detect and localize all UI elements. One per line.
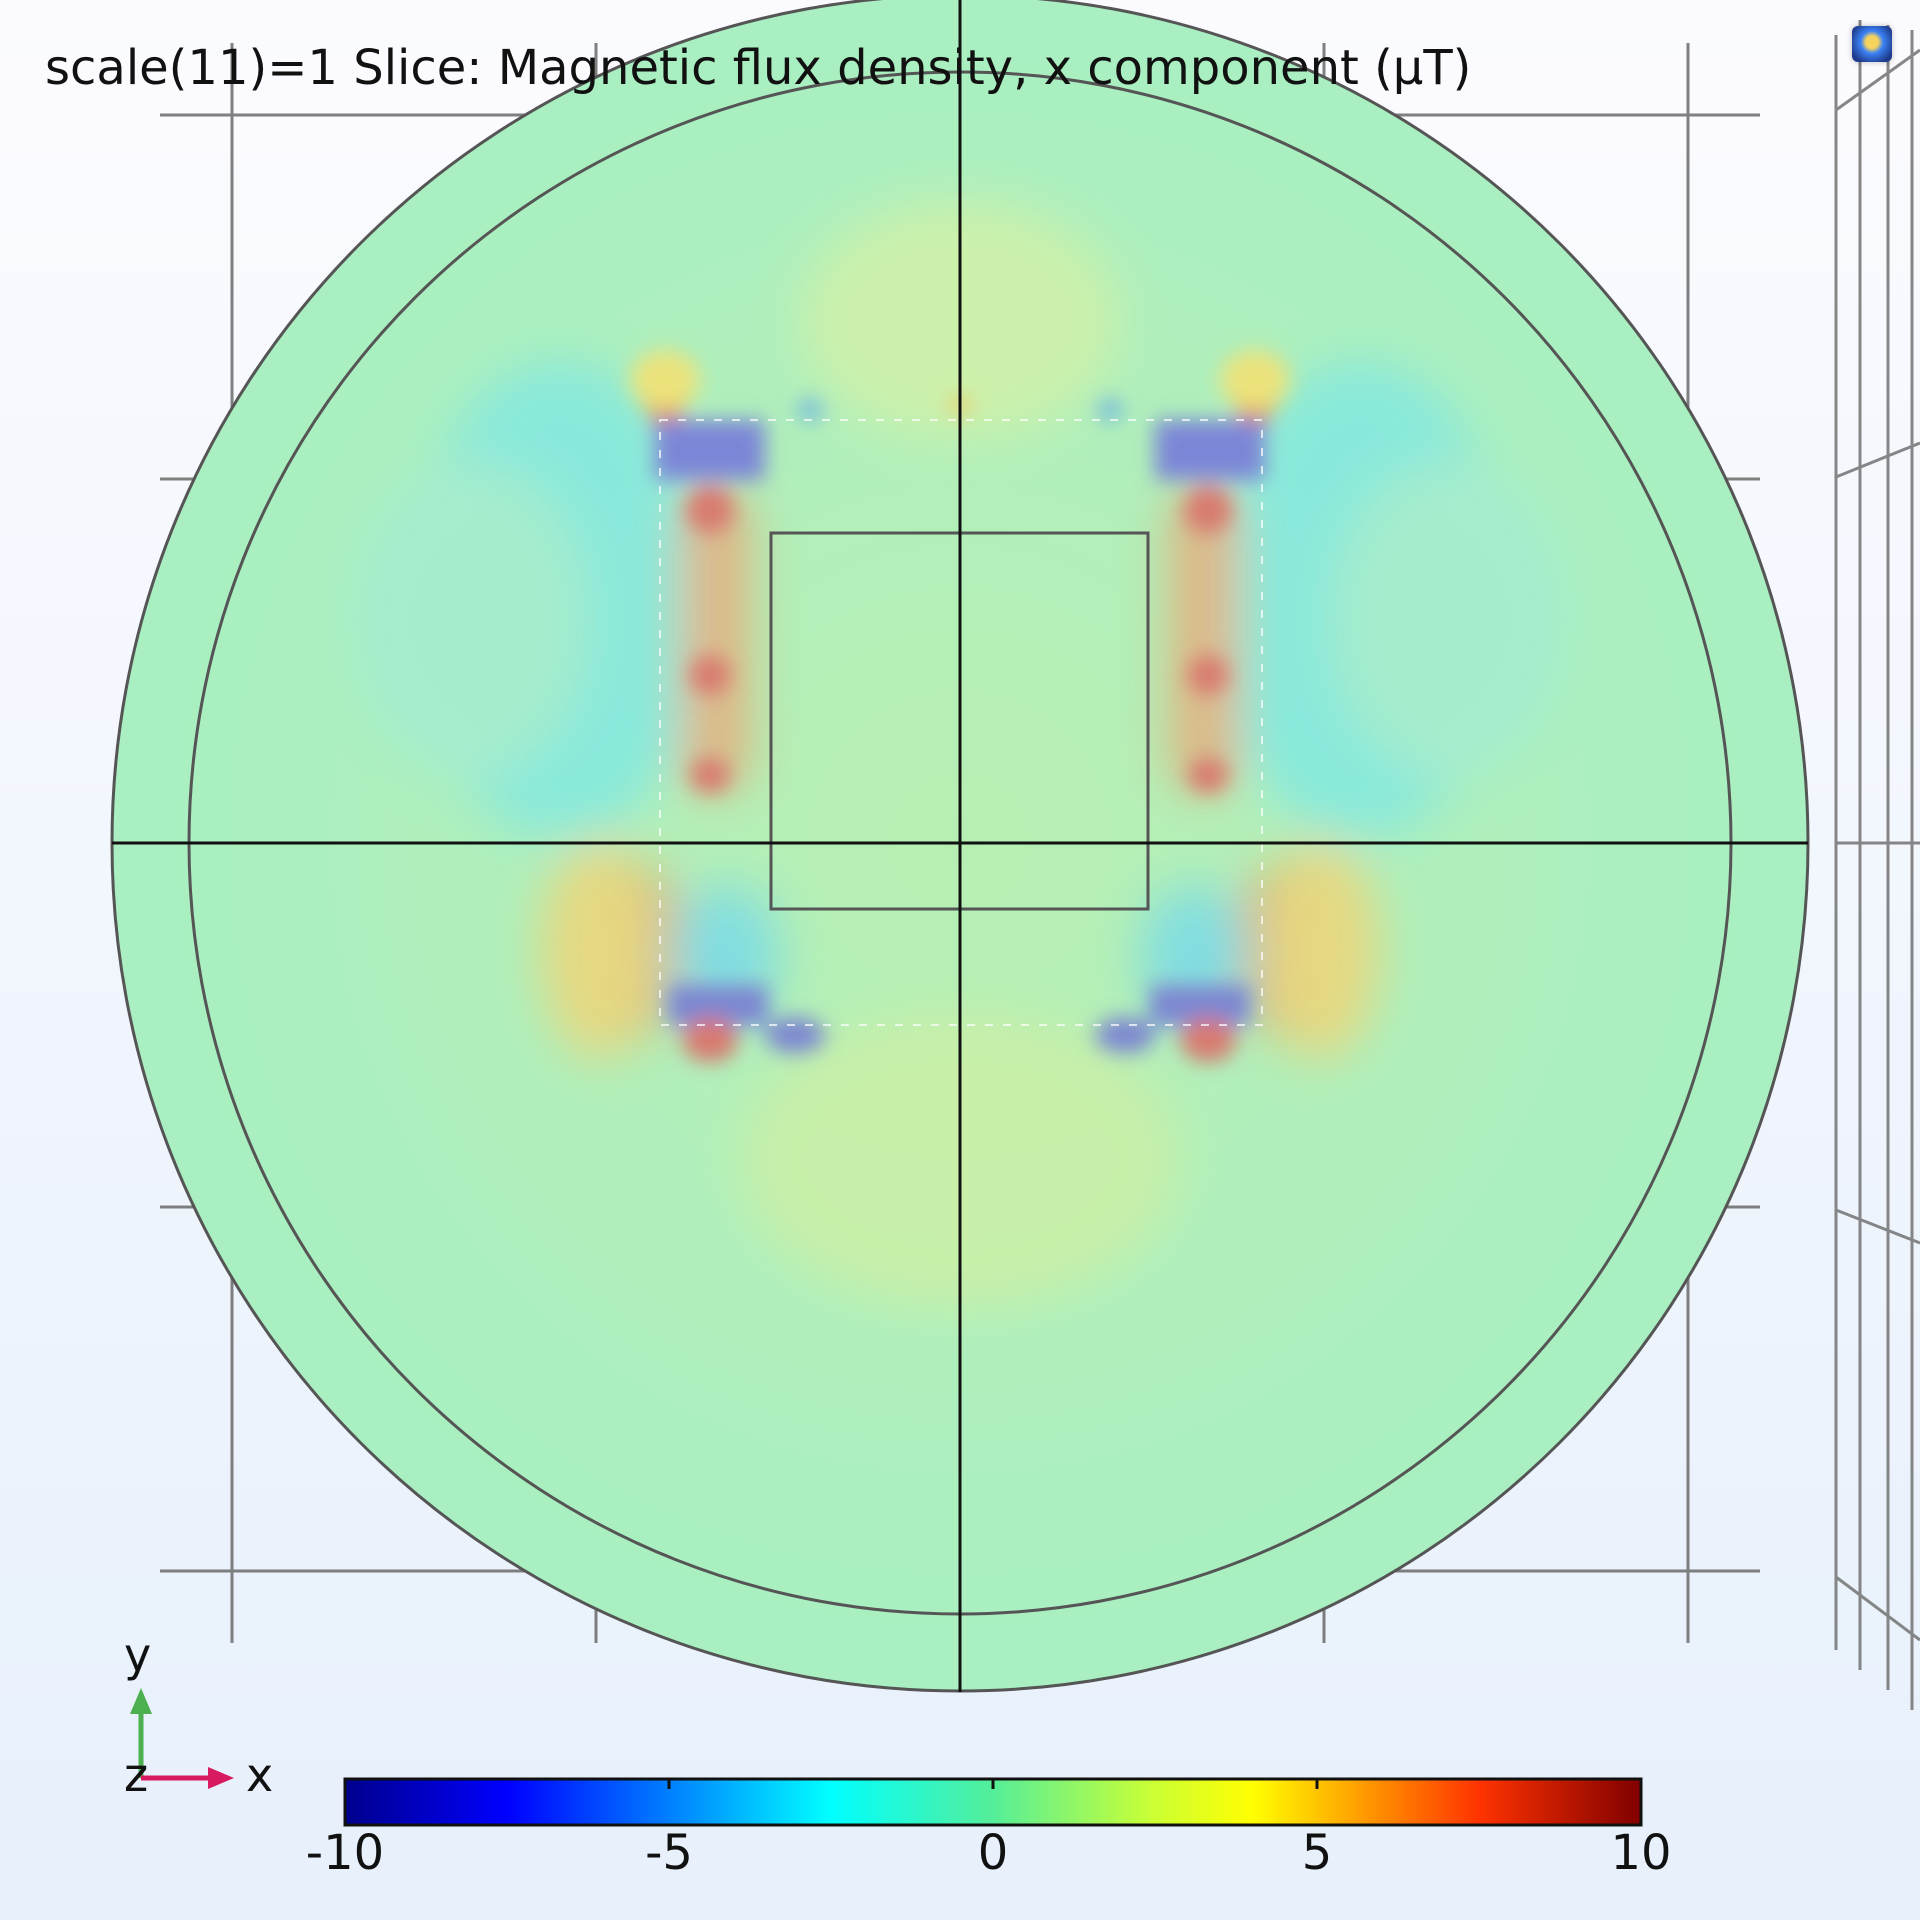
colorbar-tick-label: 0 xyxy=(977,1825,1009,1881)
color-legend xyxy=(343,1777,1643,1827)
triad-y-label: y xyxy=(124,1628,152,1682)
colorbar-tick-label: 10 xyxy=(1610,1825,1672,1881)
colorbar-tick-label: 5 xyxy=(1301,1825,1333,1881)
colorbar-tick-label: -5 xyxy=(645,1825,693,1881)
plot-title: scale(11)=1 Slice: Magnetic flux density… xyxy=(45,40,1472,96)
triad-x-label: x xyxy=(246,1748,274,1802)
side-perspective-lines xyxy=(1834,20,1920,1710)
graphics-window-icon[interactable] xyxy=(1852,26,1892,62)
colorbar-tick-label: -10 xyxy=(305,1825,385,1881)
coil-outline xyxy=(659,419,1263,1026)
triad-z-label: z xyxy=(124,1748,149,1802)
axis-triad xyxy=(130,1688,234,1789)
center-axes xyxy=(112,0,1808,1692)
